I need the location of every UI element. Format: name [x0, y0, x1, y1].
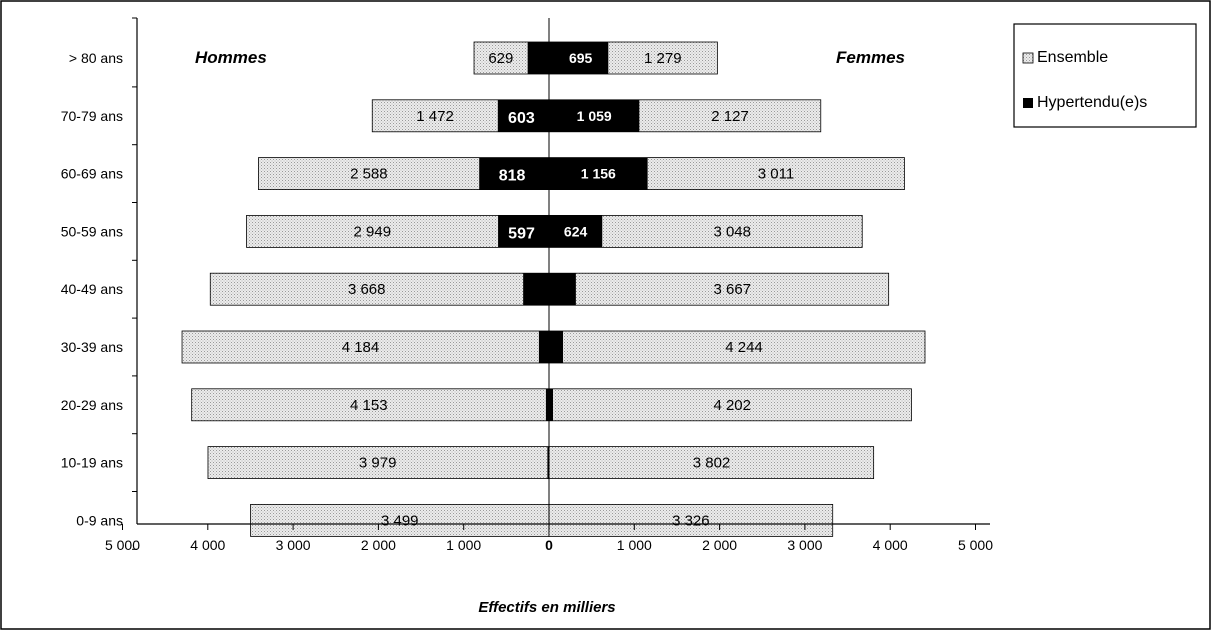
category-label-60-69-ans: 60-69 ans	[61, 166, 123, 182]
bar-hypertendus-men-30-39-ans	[538, 331, 549, 363]
label-ensemble-women-50-59-ans: 3 048	[713, 223, 751, 240]
label-ensemble-men-20-29-ans: 4 153	[350, 397, 388, 414]
legend-label-ensemble: Ensemble	[1037, 49, 1108, 66]
label-ensemble-men-60-69-ans: 2 588	[350, 166, 388, 183]
label-hypertendus-men-50-59-ans: 597	[508, 225, 535, 242]
category-label-70-79-ans: 70-79 ans	[61, 108, 123, 124]
x-tick-label-3: 2 000	[361, 537, 396, 553]
label-ensemble-men-80-ans: 629	[488, 50, 513, 67]
category-label-0-9-ans: 0-9 ans	[76, 512, 123, 528]
label-ensemble-men-30-39-ans: 4 184	[342, 339, 380, 356]
bar-hypertendus-men-10-19-ans	[547, 446, 549, 479]
bar-ensemble-women-40-49-ans	[548, 272, 890, 306]
bar-ensemble-women-20-29-ans	[548, 388, 912, 422]
bar-hypertendus-men-70-79-ans	[497, 99, 549, 132]
x-tick-label-0: 5 000	[105, 537, 140, 553]
x-tick-label-6: 1 000	[617, 537, 652, 553]
bar-ensemble-men-20-29-ans	[191, 388, 550, 422]
bar-ensemble-women-0-9-ans	[548, 503, 834, 537]
label-hypertendus-women-70-79-ans: 1 059	[577, 108, 612, 124]
legend: Ensemble Hypertendu(e)s	[1013, 23, 1197, 128]
legend-swatch-ensemble	[1022, 52, 1034, 64]
bar-ensemble-women-10-19-ans	[548, 446, 875, 480]
label-hypertendus-women-60-69-ans: 1 156	[581, 166, 616, 182]
x-tick-label-9: 4 000	[873, 537, 908, 553]
bar-hypertendus-women-50-59-ans	[549, 215, 603, 248]
label-hypertendus-women-50-59-ans: 624	[564, 223, 588, 239]
bar-hypertendus-women-80-ans	[549, 42, 609, 74]
left-group-label: Hommes	[195, 48, 267, 67]
x-tick-label-4: 1 000	[446, 537, 481, 553]
category-label-10-19-ans: 10-19 ans	[61, 455, 123, 471]
bar-ensemble-men-10-19-ans	[207, 446, 550, 480]
bar-hypertendus-women-40-49-ans	[549, 273, 576, 306]
bar-hypertendus-women-20-29-ans	[549, 388, 554, 421]
label-ensemble-men-70-79-ans: 1 472	[416, 108, 454, 125]
category-label-20-29-ans: 20-29 ans	[61, 397, 123, 413]
label-ensemble-women-30-39-ans: 4 244	[725, 339, 763, 356]
bar-hypertendus-men-60-69-ans	[479, 157, 549, 190]
legend-label-hypertendus: Hypertendu(e)s	[1037, 94, 1147, 111]
bar-ensemble-men-0-9-ans	[250, 503, 550, 537]
category-label-40-49-ans: 40-49 ans	[61, 281, 123, 297]
legend-box	[1013, 23, 1197, 128]
label-hypertendus-men-70-79-ans: 603	[508, 110, 535, 127]
label-ensemble-women-0-9-ans: 3 326	[672, 512, 710, 529]
label-ensemble-men-50-59-ans: 2 949	[354, 223, 392, 240]
bar-ensemble-men-30-39-ans	[181, 330, 550, 364]
x-tick-label-8: 3 000	[787, 537, 822, 553]
bar-hypertendus-women-30-39-ans	[549, 331, 563, 363]
bar-hypertendus-men-40-49-ans	[523, 273, 549, 306]
label-ensemble-women-10-19-ans: 3 802	[693, 455, 731, 472]
label-ensemble-men-40-49-ans: 3 668	[348, 281, 386, 298]
x-tick-label-5: 0	[545, 537, 553, 553]
bar-hypertendus-women-70-79-ans	[549, 99, 640, 132]
label-ensemble-women-70-79-ans: 2 127	[711, 108, 749, 125]
bars-layer: 629 1 279 695 1 472 2 127 603 1 059 2 588 3 011 8…	[181, 41, 926, 537]
legend-swatch-hypertendus	[1023, 98, 1033, 108]
x-tick-label-1: 4 000	[190, 537, 225, 553]
x-tick-label-7: 2 000	[702, 537, 737, 553]
category-label-80-ans: > 80 ans	[69, 50, 123, 66]
label-hypertendus-men-60-69-ans: 818	[499, 168, 526, 185]
bar-hypertendus-men-50-59-ans	[498, 215, 549, 248]
category-label-50-59-ans: 50-59 ans	[61, 223, 123, 239]
label-ensemble-men-0-9-ans: 3 499	[381, 512, 419, 529]
bar-hypertendus-men-20-29-ans	[545, 388, 549, 421]
right-group-label: Femmes	[836, 48, 905, 67]
label-ensemble-men-10-19-ans: 3 979	[359, 455, 397, 472]
axes-layer: > 80 ans 70-79 ans 60-69 ans 50-59 ans 40-49…	[61, 17, 993, 553]
label-ensemble-women-40-49-ans: 3 667	[713, 281, 751, 298]
x-tick-label-2: 3 000	[276, 537, 311, 553]
bar-ensemble-men-40-49-ans	[209, 272, 550, 306]
label-hypertendus-women-80-ans: 695	[569, 50, 593, 66]
bar-hypertendus-women-60-69-ans	[549, 157, 648, 190]
x-axis-title: Effectifs en milliers	[478, 599, 615, 616]
x-tick-label-10: 5 000	[958, 537, 993, 553]
label-ensemble-women-60-69-ans: 3 011	[758, 166, 794, 183]
category-label-30-39-ans: 30-39 ans	[61, 339, 123, 355]
label-ensemble-women-80-ans: 1 279	[644, 50, 682, 67]
label-ensemble-women-20-29-ans: 4 202	[713, 397, 751, 414]
bar-hypertendus-men-80-ans	[527, 42, 549, 74]
